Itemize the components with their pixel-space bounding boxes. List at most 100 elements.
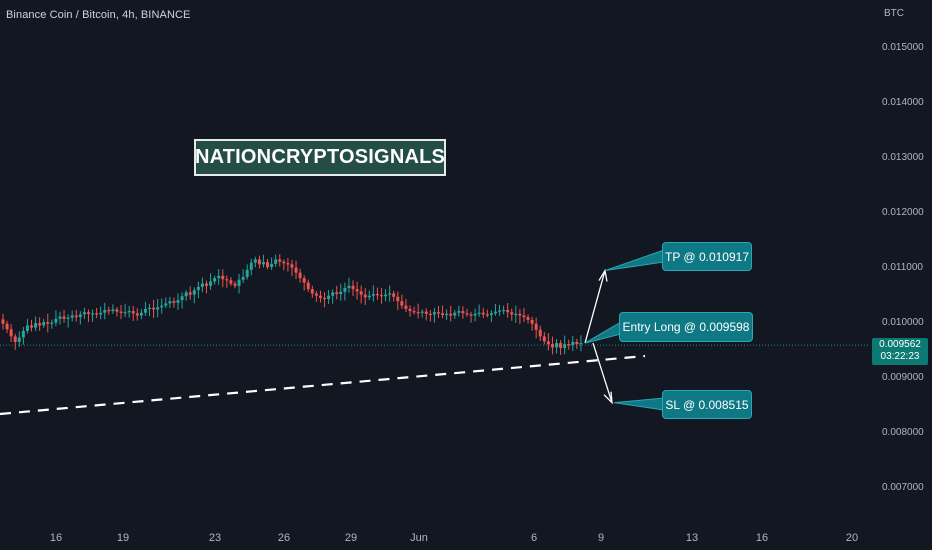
x-tick-label: 6 [531, 532, 537, 544]
tp-callout[interactable]: TP @ 0.010917 [662, 242, 752, 271]
candle-body [363, 294, 367, 298]
candle-body [575, 341, 579, 345]
x-tick-label: 13 [686, 532, 698, 544]
candle-body [148, 307, 152, 309]
y-tick-label: 0.009000 [882, 372, 924, 383]
candle-body [453, 312, 457, 316]
candle-body [530, 319, 534, 324]
candle-body [156, 307, 160, 310]
candle-body [139, 312, 143, 316]
sl-callout[interactable]: SL @ 0.008515 [662, 390, 752, 419]
candle-body [335, 292, 339, 295]
x-tick-label: 23 [209, 532, 221, 544]
candle-body [103, 310, 107, 313]
candle-body [498, 310, 502, 312]
candle-body [119, 311, 123, 313]
candle-body [253, 259, 257, 263]
candle-body [298, 272, 302, 279]
candle-body [371, 294, 375, 296]
candle-body [184, 292, 188, 297]
candle-body [314, 293, 318, 296]
candle-body [441, 313, 445, 315]
y-tick-label: 0.014000 [882, 97, 924, 108]
current-price-tag: 0.009562 03:22:23 [872, 338, 928, 365]
sl-arrow-head [603, 391, 613, 405]
sl-arrow-line [592, 342, 613, 403]
x-tick-label: 26 [278, 532, 290, 544]
candle-body [286, 263, 290, 265]
candle-body [46, 322, 50, 324]
candles [1, 254, 583, 355]
candle-body [213, 278, 217, 282]
candle-body [38, 323, 42, 326]
candle-body [359, 291, 363, 295]
candle-body [188, 292, 192, 295]
candle-body [388, 293, 392, 295]
candle-body [99, 312, 103, 315]
candle-body [21, 330, 25, 338]
candle-body [567, 344, 571, 346]
candle-countdown: 03:22:23 [880, 351, 920, 362]
candle-body [559, 343, 563, 348]
candle-body [82, 312, 86, 315]
candle-body [477, 312, 481, 314]
candle-body [522, 315, 526, 318]
entry-callout[interactable]: Entry Long @ 0.009598 [619, 312, 753, 342]
candle-body [542, 336, 546, 342]
candle-body [404, 305, 408, 309]
axes: 0.015000 0.014000 0.013000 0.012000 0.011000… [50, 42, 924, 544]
trendline-layer [0, 344, 868, 416]
candle-body [9, 329, 13, 337]
y-tick-label: 0.008000 [882, 427, 924, 438]
candle-body [249, 262, 253, 270]
candle-body [50, 322, 54, 324]
support-trendline [0, 354, 646, 416]
candle-body [327, 295, 331, 299]
candle-body [420, 311, 424, 313]
candle-body [74, 315, 78, 318]
candle-body [445, 313, 449, 316]
y-tick-label: 0.007000 [882, 482, 924, 493]
candle-body [290, 264, 294, 268]
currency-label: BTC [884, 8, 904, 19]
candle-body [538, 329, 542, 337]
candle-body [91, 313, 95, 315]
candle-body [261, 262, 265, 265]
candle-body [160, 305, 164, 308]
candle-body [436, 312, 440, 314]
candle-body [200, 283, 204, 287]
candle-body [375, 294, 379, 296]
candle-body [416, 312, 420, 314]
candle-body [432, 312, 436, 315]
candle-body [217, 275, 221, 279]
x-tick-label: 16 [756, 532, 768, 544]
candle-body [58, 316, 62, 319]
candle-body [457, 311, 461, 313]
y-tick-label: 0.015000 [882, 42, 924, 53]
x-tick-label: 16 [50, 532, 62, 544]
candle-body [282, 261, 286, 264]
candle-body [473, 313, 477, 316]
candle-body [229, 280, 233, 284]
candle-body [86, 312, 90, 314]
candle-body [127, 311, 131, 313]
arrows [584, 249, 665, 411]
candle-body [367, 295, 371, 298]
candle-body [355, 289, 359, 292]
candle-body [62, 316, 66, 319]
candle-body [323, 297, 327, 300]
candle-body [526, 317, 530, 320]
candle-body [241, 277, 245, 280]
y-tick-label: 0.011000 [882, 262, 923, 273]
candle-body [461, 311, 465, 314]
y-tick-label: 0.010000 [882, 317, 924, 328]
candle-body [221, 275, 225, 280]
x-tick-label: 29 [345, 532, 357, 544]
candle-body [176, 300, 180, 303]
candle-body [518, 313, 522, 316]
sl-callout-tail [613, 397, 665, 411]
candle-body [514, 313, 518, 316]
candle-body [66, 317, 70, 319]
